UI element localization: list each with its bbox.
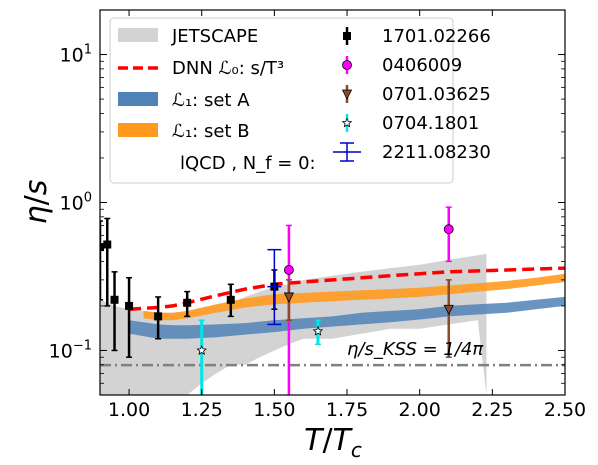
x-tick-label: 2.00 (399, 399, 441, 421)
x-tick-label: 1.00 (108, 399, 150, 421)
s1701-marker (110, 295, 119, 304)
kss-annotation: η/s_KSS = 1/4π (347, 339, 484, 360)
y-axis-label: η/s (19, 180, 54, 225)
axes: 1.00 1.25 1.50 1.75 2.00 2.25 2.50 10−1 100 101 (49, 9, 586, 421)
set-b-band (143, 273, 565, 321)
s0406-point-1 (443, 206, 454, 263)
x-axis-label: T/Tc (304, 423, 362, 462)
s0701-marker (283, 292, 295, 303)
legend-swatch-set-a (118, 92, 158, 106)
s1701-marker (103, 240, 112, 249)
s1701-marker (226, 295, 235, 304)
s0701-point-0 (283, 279, 295, 322)
s0701-point-1 (443, 279, 454, 358)
legend-box (109, 17, 454, 184)
s1701-point-3 (125, 277, 134, 358)
s0704-point-1 (312, 319, 324, 346)
s0704-marker (196, 344, 207, 355)
s1701-point-6 (226, 283, 235, 318)
legend: JETSCAPE DNN ℒ₀: s/T³ ℒ₁: set A ℒ₁: set B lQ… (109, 17, 491, 184)
legend-label-set-b: ℒ₁: set B (172, 121, 250, 142)
s1701-point-4 (154, 296, 163, 340)
legend-marker-1701-02266 (343, 32, 351, 40)
y-tick-label: 101 (60, 43, 92, 67)
legend-label-lqcd: lQCD , N_f = 0: (180, 153, 316, 174)
x-tick-label: 1.75 (326, 399, 368, 421)
plot-area (100, 206, 565, 395)
s0406-marker (443, 224, 454, 235)
y-tick-label: 10−1 (49, 338, 92, 362)
s0406-marker (284, 265, 294, 275)
legend-swatch-jetscape (118, 28, 158, 42)
s1701-marker (154, 312, 163, 321)
y-tick-label: 100 (60, 191, 92, 215)
x-tick-label: 1.50 (253, 399, 295, 421)
legend-label-0704-1801: 0704.1801 (382, 113, 479, 134)
s1701-marker (183, 298, 192, 307)
s1701-point-2 (110, 271, 119, 352)
s0701-marker (443, 304, 454, 316)
x-tick-label: 2.25 (471, 399, 513, 421)
s1701-point-5 (183, 290, 192, 318)
x-tick-label: 2.50 (544, 399, 586, 421)
legend-marker-0701-03625 (341, 89, 353, 100)
legend-marker-0704-1801 (341, 117, 353, 128)
s0704-marker (312, 325, 324, 336)
s1701-marker (125, 301, 134, 310)
dnn-line (128, 266, 565, 311)
legend-label-jetscape: JETSCAPE (171, 26, 258, 47)
legend-label-2211-08230: 2211.08230 (382, 142, 491, 163)
set-a-band (129, 296, 565, 339)
legend-marker-0406009 (342, 60, 352, 70)
s1701-point-1 (103, 217, 112, 307)
x-tick-label: 1.25 (181, 399, 223, 421)
legend-label-0406009: 0406009 (382, 55, 462, 76)
legend-swatch-set-b (118, 123, 158, 137)
annotation: η/s_KSS = 1/4π (347, 339, 484, 360)
legend-label-dnn: DNN ℒ₀: s/T³ (172, 58, 284, 79)
legend-label-0701-03625: 0701.03625 (382, 84, 491, 105)
s2211-point-0 (267, 248, 282, 326)
legend-label-set-a: ℒ₁: set A (172, 90, 250, 111)
legend-label-1701-02266: 1701.02266 (382, 26, 491, 47)
